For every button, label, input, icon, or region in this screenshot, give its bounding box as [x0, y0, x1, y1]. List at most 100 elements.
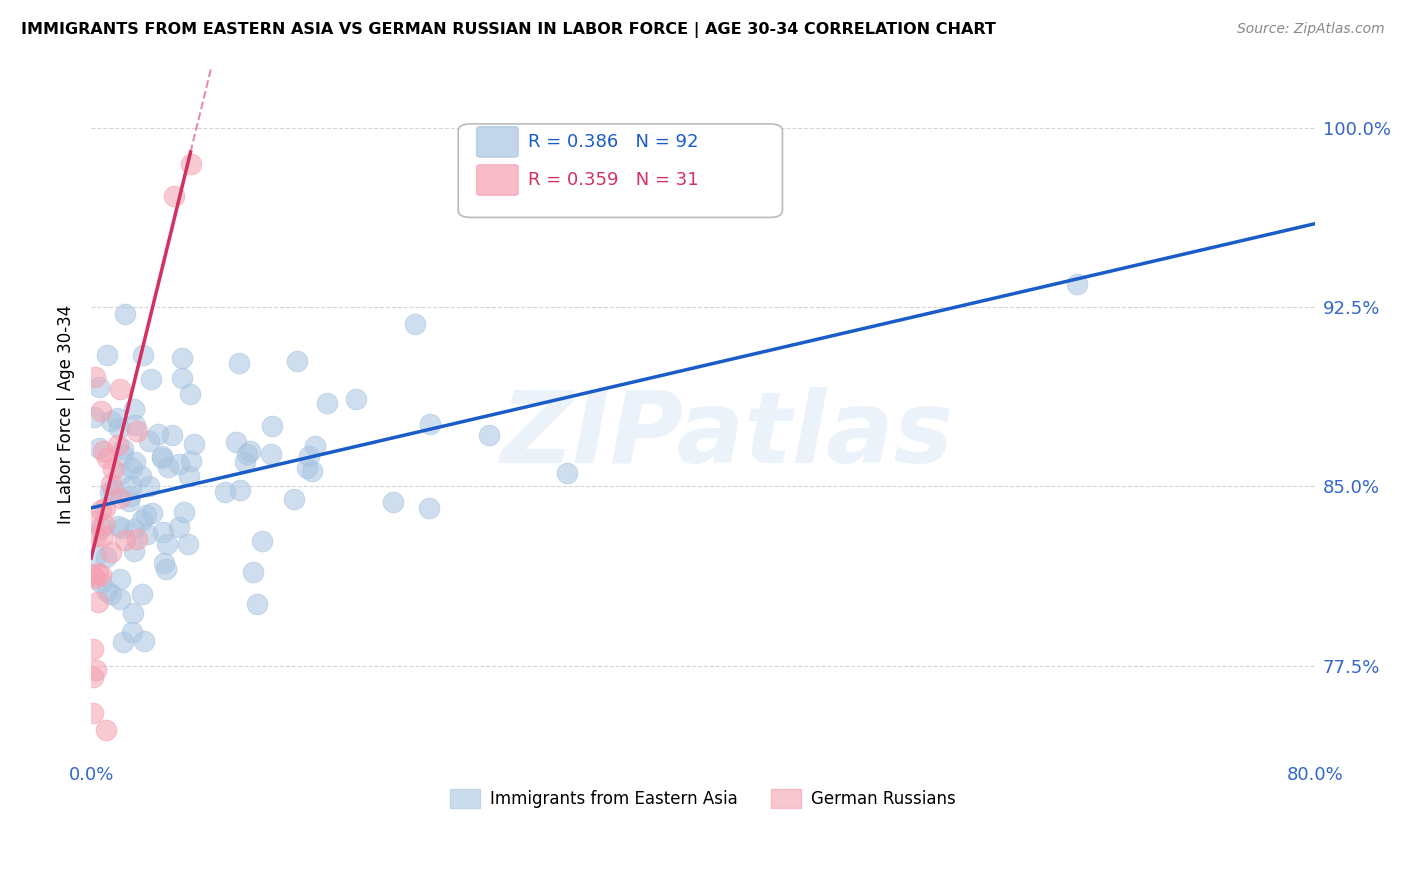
Point	[82, 670, 104, 684]
Point	[122, 543, 145, 558]
Point	[121, 624, 143, 639]
Point	[132, 349, 155, 363]
Point	[108, 420, 131, 434]
Point	[157, 460, 180, 475]
Point	[135, 508, 157, 522]
Point	[169, 520, 191, 534]
Point	[84, 571, 107, 585]
Point	[125, 532, 148, 546]
Point	[146, 427, 169, 442]
Point	[404, 317, 426, 331]
Point	[100, 414, 122, 428]
Point	[124, 455, 146, 469]
Point	[112, 635, 135, 649]
Point	[252, 534, 274, 549]
Point	[418, 500, 440, 515]
Point	[301, 464, 323, 478]
Point	[262, 419, 284, 434]
Point	[96, 584, 118, 599]
Point	[90, 568, 112, 582]
Point	[114, 533, 136, 547]
Point	[111, 448, 134, 462]
Text: IMMIGRANTS FROM EASTERN ASIA VS GERMAN RUSSIAN IN LABOR FORCE | AGE 30-34 CORREL: IMMIGRANTS FROM EASTERN ASIA VS GERMAN R…	[21, 22, 995, 38]
Point	[173, 505, 195, 519]
Point	[111, 521, 134, 535]
Point	[82, 514, 104, 528]
Point	[141, 506, 163, 520]
Point	[236, 446, 259, 460]
Point	[122, 606, 145, 620]
Text: R = 0.359   N = 31: R = 0.359 N = 31	[527, 171, 699, 189]
Point	[96, 348, 118, 362]
Point	[124, 418, 146, 433]
Point	[83, 410, 105, 425]
Point	[91, 444, 114, 458]
Point	[131, 587, 153, 601]
Text: Source: ZipAtlas.com: Source: ZipAtlas.com	[1237, 22, 1385, 37]
Point	[107, 518, 129, 533]
Point	[83, 370, 105, 384]
Point	[89, 441, 111, 455]
Point	[103, 483, 125, 497]
Point	[90, 521, 112, 535]
Point	[233, 455, 256, 469]
Point	[134, 633, 156, 648]
Point	[297, 461, 319, 475]
Point	[260, 447, 283, 461]
Point	[172, 371, 194, 385]
Point	[555, 466, 578, 480]
Point	[110, 591, 132, 606]
Point	[177, 537, 200, 551]
Point	[90, 404, 112, 418]
Point	[138, 479, 160, 493]
Legend: Immigrants from Eastern Asia, German Russians: Immigrants from Eastern Asia, German Rus…	[443, 782, 963, 815]
Point	[90, 503, 112, 517]
Point	[103, 462, 125, 476]
Point	[107, 438, 129, 452]
Point	[108, 382, 131, 396]
Point	[131, 513, 153, 527]
Point	[155, 562, 177, 576]
Point	[94, 723, 117, 737]
Point	[138, 434, 160, 448]
Point	[183, 437, 205, 451]
Point	[285, 354, 308, 368]
Point	[94, 549, 117, 564]
Point	[84, 529, 107, 543]
Point	[180, 454, 202, 468]
Point	[150, 449, 173, 463]
Point	[179, 387, 201, 401]
Point	[228, 356, 250, 370]
Point	[239, 443, 262, 458]
Point	[98, 484, 121, 499]
Point	[163, 188, 186, 202]
Point	[283, 491, 305, 506]
FancyBboxPatch shape	[477, 165, 519, 195]
Point	[87, 380, 110, 394]
Point	[120, 479, 142, 493]
Point	[114, 307, 136, 321]
Point	[170, 351, 193, 365]
Point	[82, 568, 104, 582]
Point	[1066, 277, 1088, 292]
Point	[84, 663, 107, 677]
Point	[121, 460, 143, 475]
FancyBboxPatch shape	[477, 127, 519, 157]
Point	[90, 576, 112, 591]
Point	[100, 587, 122, 601]
Text: ZIPatlas: ZIPatlas	[501, 387, 953, 484]
Point	[84, 549, 107, 564]
Point	[344, 392, 367, 406]
Point	[214, 485, 236, 500]
Point	[96, 450, 118, 465]
Point	[87, 566, 110, 580]
Point	[304, 439, 326, 453]
FancyBboxPatch shape	[458, 124, 782, 218]
Point	[162, 427, 184, 442]
Point	[122, 522, 145, 536]
Point	[93, 500, 115, 515]
Point	[141, 372, 163, 386]
Point	[136, 527, 159, 541]
Point	[382, 495, 405, 509]
Y-axis label: In Labor Force | Age 30-34: In Labor Force | Age 30-34	[58, 305, 75, 524]
